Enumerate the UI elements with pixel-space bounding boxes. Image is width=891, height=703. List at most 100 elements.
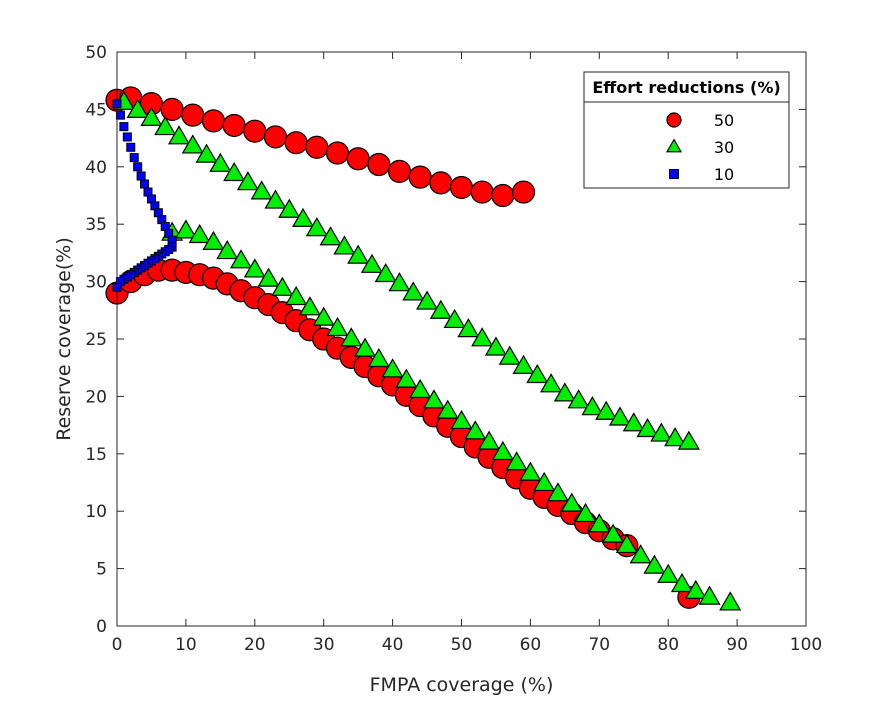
data-point <box>429 299 452 319</box>
data-point <box>367 347 390 368</box>
data-point <box>319 226 342 246</box>
data-point <box>498 345 521 365</box>
data-point <box>402 281 425 301</box>
data-point <box>347 244 370 264</box>
data-point <box>263 125 288 149</box>
data-point <box>140 106 163 126</box>
data-point <box>229 249 253 269</box>
data-point <box>395 368 418 388</box>
data-point <box>505 451 528 471</box>
data-point <box>546 482 569 502</box>
y-tick-label: 5 <box>96 560 107 580</box>
data-point <box>271 276 294 296</box>
data-point <box>443 308 466 329</box>
data-point <box>126 142 136 152</box>
y-axis-label: Reserve coverage(%) <box>53 237 75 441</box>
data-point <box>719 591 742 611</box>
x-axis-label: FMPA coverage (%) <box>370 674 554 696</box>
data-point <box>140 179 150 189</box>
data-point <box>684 579 707 599</box>
y-tick-label: 50 <box>85 43 107 63</box>
data-point <box>636 417 659 438</box>
data-point <box>188 223 211 244</box>
data-point <box>698 585 721 605</box>
legend-entries: 50 30 10 <box>665 111 734 184</box>
data-point <box>154 116 177 136</box>
data-point <box>346 147 370 171</box>
legend-title: Effort reductions (%) <box>592 78 780 97</box>
data-point <box>285 285 308 306</box>
x-tick-label: 10 <box>175 635 197 655</box>
data-point <box>602 523 625 543</box>
data-point <box>622 412 645 432</box>
data-point <box>223 161 246 182</box>
data-point <box>519 461 542 481</box>
data-point <box>512 354 535 374</box>
data-point <box>167 125 191 145</box>
data-point <box>560 492 583 512</box>
plot-area-frame <box>116 51 807 627</box>
data-point <box>409 378 432 399</box>
data-point <box>595 400 618 420</box>
data-point <box>354 337 377 357</box>
data-marks <box>105 86 742 611</box>
data-point <box>484 336 507 356</box>
data-point <box>174 219 197 239</box>
data-point <box>540 373 563 393</box>
x-tick-label: 0 <box>112 635 123 655</box>
data-point <box>129 153 139 163</box>
data-point <box>122 132 132 142</box>
data-point <box>491 440 514 461</box>
x-tick-label: 70 <box>588 635 610 655</box>
data-point <box>471 327 494 347</box>
data-point <box>670 572 694 593</box>
x-tick-label: 90 <box>726 635 748 655</box>
data-point <box>367 152 391 177</box>
legend-label-10: 10 <box>714 165 734 184</box>
legend-box <box>583 71 790 189</box>
legend: Effort reductions (%) 50 30 10 <box>583 71 790 189</box>
y-tick-label: 15 <box>85 445 107 465</box>
data-point <box>657 563 680 583</box>
y-tick-label: 40 <box>85 158 107 178</box>
x-tick-label: 100 <box>790 635 822 655</box>
series-30 <box>112 90 742 611</box>
data-point <box>436 399 459 419</box>
data-point <box>201 109 226 133</box>
data-point <box>491 183 515 208</box>
data-point <box>119 122 129 132</box>
data-point <box>450 409 473 430</box>
data-point <box>388 272 411 292</box>
data-point <box>291 207 315 228</box>
data-point <box>257 267 280 287</box>
x-axis-ticks: 0 10 20 30 40 50 60 70 80 90 100 <box>112 52 822 655</box>
data-point <box>533 471 556 492</box>
legend-marker-30 <box>665 138 683 153</box>
x-tick-label: 50 <box>451 635 473 655</box>
data-point <box>422 389 445 409</box>
data-point <box>526 363 549 384</box>
data-point <box>408 165 432 189</box>
y-tick-label: 25 <box>85 330 107 350</box>
data-point <box>374 262 397 283</box>
data-point <box>216 240 239 260</box>
y-tick-label: 45 <box>85 100 107 120</box>
data-point <box>243 119 267 143</box>
data-point <box>581 396 604 416</box>
data-point <box>664 427 687 447</box>
data-point <box>136 171 146 181</box>
data-point <box>333 235 356 255</box>
data-point <box>470 180 494 204</box>
data-point <box>360 253 383 273</box>
data-point <box>429 171 453 195</box>
data-point <box>449 175 474 200</box>
data-point <box>305 135 329 159</box>
data-point <box>340 327 363 347</box>
data-point <box>181 134 204 154</box>
legend-marker-50 <box>666 112 682 128</box>
y-tick-label: 0 <box>96 617 107 637</box>
data-point <box>615 533 638 554</box>
data-point <box>284 131 308 155</box>
data-point <box>133 162 143 172</box>
y-tick-label: 20 <box>85 387 107 407</box>
